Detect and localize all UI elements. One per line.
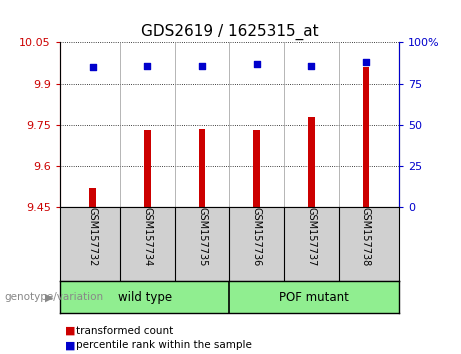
Bar xyxy=(254,130,260,207)
Text: GSM157737: GSM157737 xyxy=(306,207,316,267)
Text: wild type: wild type xyxy=(118,291,171,304)
Point xyxy=(144,63,151,68)
Text: GSM157732: GSM157732 xyxy=(88,207,98,267)
Point xyxy=(253,61,260,67)
Title: GDS2619 / 1625315_at: GDS2619 / 1625315_at xyxy=(141,23,318,40)
Bar xyxy=(144,130,151,207)
Text: genotype/variation: genotype/variation xyxy=(5,292,104,302)
Text: ▶: ▶ xyxy=(45,292,53,302)
Bar xyxy=(199,129,205,207)
Point xyxy=(198,63,206,68)
Bar xyxy=(363,67,369,207)
Text: GSM157736: GSM157736 xyxy=(252,207,262,266)
Bar xyxy=(60,281,230,313)
Point xyxy=(362,59,370,65)
Text: GSM157734: GSM157734 xyxy=(142,207,153,266)
Text: POF mutant: POF mutant xyxy=(279,291,349,304)
Text: GSM157738: GSM157738 xyxy=(361,207,371,266)
Bar xyxy=(89,188,96,207)
Bar xyxy=(308,116,314,207)
Bar xyxy=(229,281,399,313)
Text: transformed count: transformed count xyxy=(76,326,173,336)
Point xyxy=(89,64,96,70)
Text: ■: ■ xyxy=(65,326,75,336)
Point xyxy=(307,63,315,68)
Text: percentile rank within the sample: percentile rank within the sample xyxy=(76,340,252,350)
Text: ■: ■ xyxy=(65,340,75,350)
Text: GSM157735: GSM157735 xyxy=(197,207,207,267)
